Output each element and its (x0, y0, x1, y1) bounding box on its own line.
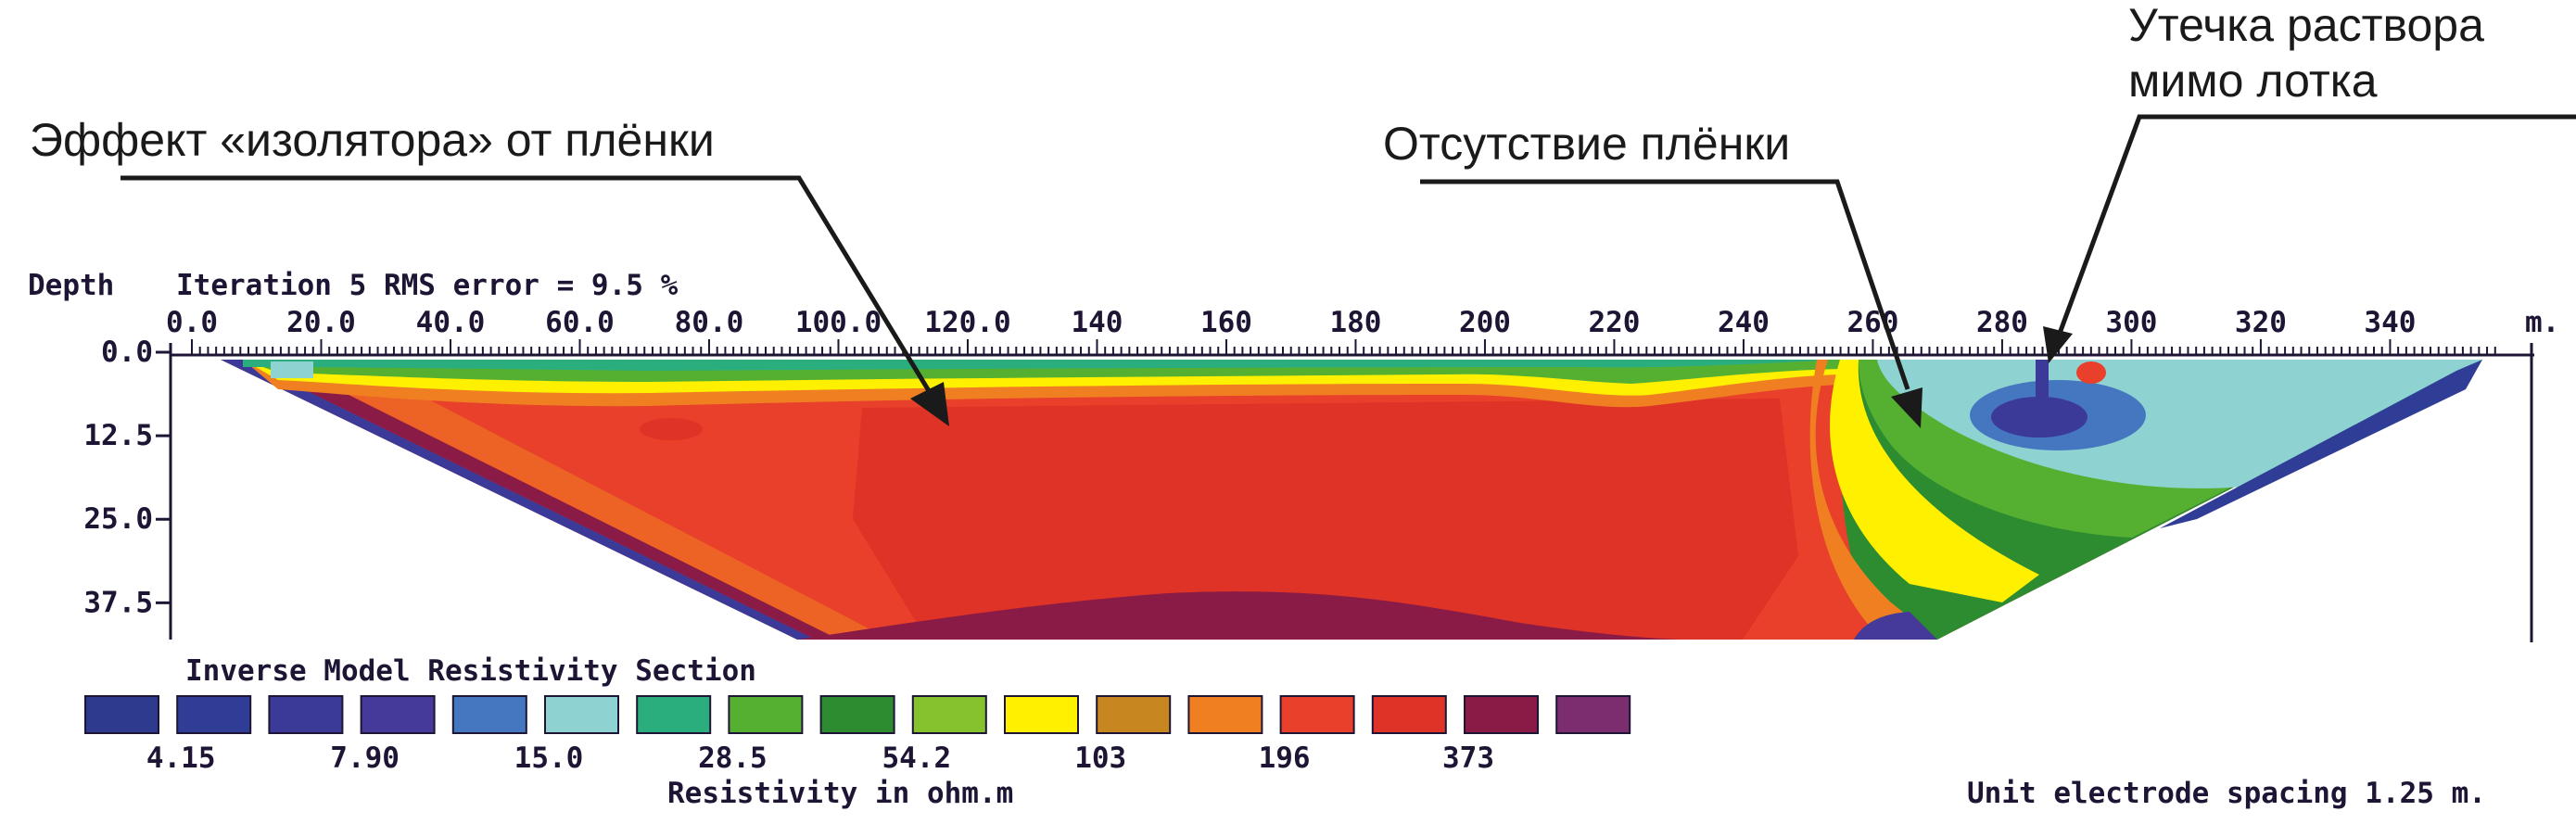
x-tick-label: 140 (1071, 306, 1123, 339)
arrow-leak (2055, 114, 2576, 339)
colorbar-swatch (544, 695, 619, 734)
colorbar-swatch (1371, 695, 1447, 734)
colorbar-label: Resistivity in ohm.m (667, 777, 1013, 810)
colorbar-swatch (636, 695, 712, 734)
x-tick-label: 120.0 (924, 306, 1010, 339)
colorbar-swatch (451, 695, 527, 734)
left-edge-band-outer (221, 360, 816, 640)
annotation-leak-line2: мимо лотка (2128, 55, 2378, 107)
arrow-insulator (121, 175, 933, 396)
colorbar-swatch (176, 695, 252, 734)
right-anomaly-orange (1809, 360, 1937, 640)
x-tick-label: 240 (1718, 306, 1770, 339)
right-edge-dark-blue (2160, 360, 2482, 528)
annotation-arrows (121, 114, 2576, 396)
colorbar-tick-label: 15.0 (514, 742, 584, 775)
right-anomaly-bands (1830, 360, 2039, 602)
surface-teal-layer (243, 360, 1840, 371)
bottom-purple-zone (797, 591, 1687, 640)
arrow-no-film (1420, 179, 1910, 390)
y-tick-label: 12.5 (83, 419, 153, 452)
y-axis-ticks: 0.0 12.5 25.0 37.5 (83, 336, 171, 619)
colorbar-swatch (1279, 695, 1355, 734)
x-tick-label: 160 (1200, 306, 1252, 339)
x-tick-label: 220 (1588, 306, 1640, 339)
x-tick-label: 100.0 (795, 306, 882, 339)
colorbar-swatch (360, 695, 436, 734)
arrow-heads (910, 326, 2073, 428)
colorbar-tick-label: 4.15 (146, 742, 216, 775)
colorbar-swatch (268, 695, 344, 734)
colorbar-tick-label: 28.5 (698, 742, 768, 775)
x-unit-label: m. (2525, 306, 2559, 339)
x-tick-label: 320 (2235, 306, 2287, 339)
left-edge-band-orange (278, 360, 890, 640)
footer-note: Unit electrode spacing 1.25 m. (1967, 777, 2486, 810)
colorbar-swatch (1096, 695, 1172, 734)
colorbar-tick-label: 196 (1259, 742, 1311, 775)
annotation-insulator-effect: Эффект «изолятора» от плёнки (30, 114, 715, 166)
bottom-right-purple (1854, 612, 1937, 640)
annotation-leak-line1: Утечка раствора (2128, 0, 2484, 51)
section-title: Inverse Model Resistivity Section (185, 654, 756, 688)
colorbar (84, 695, 1631, 734)
x-axis-minor-ticks (191, 339, 2496, 355)
colorbar-swatch (84, 695, 159, 734)
x-tick-label: 300 (2105, 306, 2157, 339)
colorbar-tick-label: 373 (1442, 742, 1494, 775)
colorbar-swatch (1187, 695, 1263, 734)
x-tick-label: 0.0 (166, 306, 218, 339)
resistivity-heatmap (221, 360, 2482, 640)
colorbar-tick-labels: 4.15 7.90 15.0 28.5 54.2 103 196 373 (146, 742, 1494, 775)
colorbar-swatch (1464, 695, 1539, 734)
interior-dark-red (853, 399, 1798, 640)
arrow-head-no-film (1891, 387, 1922, 428)
x-tick-label: 180 (1329, 306, 1381, 339)
x-tick-label: 280 (1976, 306, 2028, 339)
x-tick-label: 20.0 (286, 306, 356, 339)
colorbar-swatch (819, 695, 895, 734)
x-axis-ticks: 0.0 20.0 40.0 60.0 80.0 100.0 120.0 140 160 180 20… (166, 306, 2416, 339)
x-tick-label: 340 (2364, 306, 2416, 339)
chart-title: Iteration 5 RMS error = 9.5 % (176, 269, 679, 302)
depth-label: Depth (28, 269, 114, 302)
colorbar-swatch (1555, 695, 1631, 734)
colorbar-swatch (911, 695, 987, 734)
colorbar-tick-label: 103 (1074, 742, 1126, 775)
arrow-head-insulator (910, 382, 949, 426)
colorbar-swatch (728, 695, 804, 734)
x-tick-label: 200 (1459, 306, 1511, 339)
colorbar-tick-label: 7.90 (330, 742, 400, 775)
arrow-head-leak (2043, 326, 2073, 363)
red-surface-spot (2076, 361, 2106, 384)
left-edge-band-inner (243, 360, 839, 640)
y-tick-label: 0.0 (101, 336, 153, 369)
x-tick-label: 60.0 (545, 306, 615, 339)
annotation-no-film: Отсутствие плёнки (1383, 118, 1790, 170)
colorbar-swatch (1004, 695, 1079, 734)
y-tick-label: 25.0 (83, 502, 153, 536)
x-tick-label: 40.0 (416, 306, 486, 339)
blue-anomaly-core (1991, 397, 2087, 437)
y-tick-label: 37.5 (83, 586, 153, 619)
leak-channel (2036, 360, 2049, 402)
colorbar-tick-label: 54.2 (882, 742, 951, 775)
small-dark-spot (640, 418, 703, 440)
surface-light-patch (271, 361, 313, 378)
x-tick-label: 80.0 (675, 306, 744, 339)
